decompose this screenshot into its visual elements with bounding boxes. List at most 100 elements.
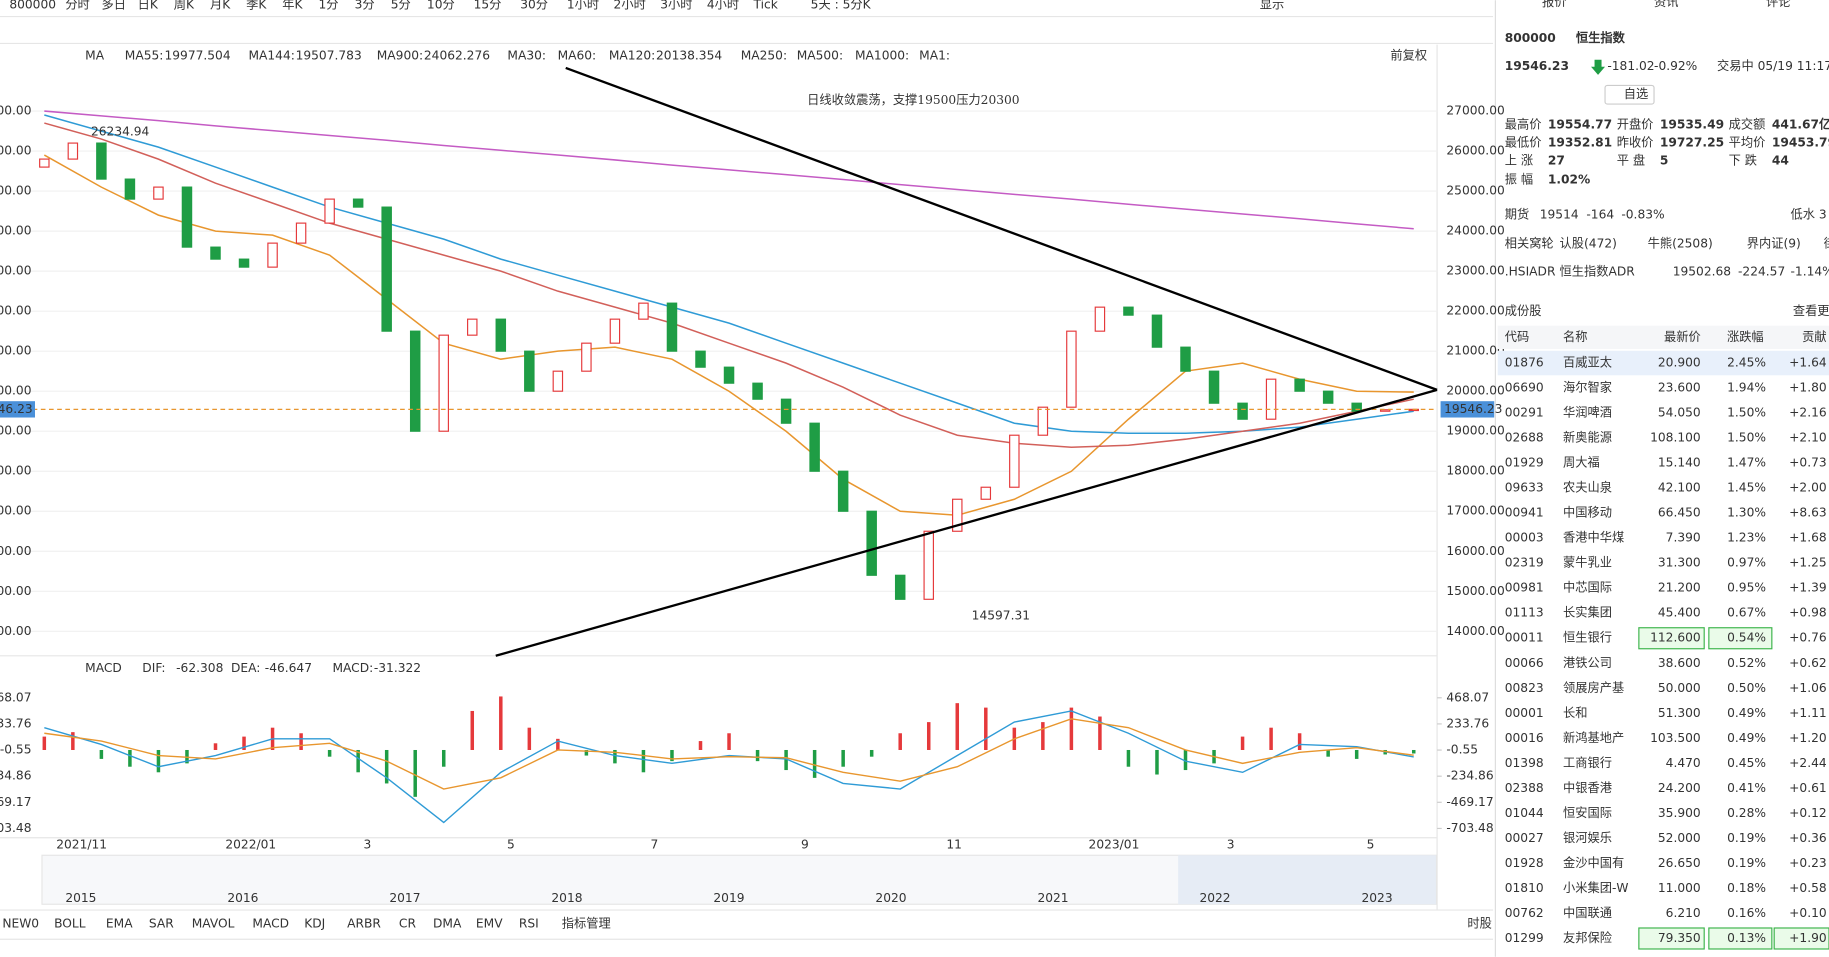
table-cell[interactable]: 农夫山泉 — [1563, 480, 1612, 495]
macd-bar — [470, 710, 475, 750]
table-cell[interactable]: 01929 — [1505, 456, 1544, 470]
table-cell[interactable]: 新鸿基地产 — [1563, 730, 1624, 745]
warrant-link[interactable]: 牛熊(2508) — [1648, 236, 1713, 251]
table-cell[interactable]: 01299 — [1505, 931, 1544, 945]
side-tab[interactable]: 资讯 — [1654, 0, 1678, 9]
period-tab[interactable]: 30分 — [520, 0, 548, 11]
table-cell[interactable]: 银河娱乐 — [1563, 831, 1612, 845]
period-tab[interactable]: 5天 : 5分K — [811, 0, 872, 11]
period-tab[interactable]: 1分 — [318, 0, 338, 11]
period-tab[interactable]: 2小时 — [614, 0, 646, 11]
table-cell[interactable]: 中芯国际 — [1563, 580, 1612, 595]
y-tick-label: 14000.00 — [1446, 624, 1504, 638]
table-cell[interactable]: 00027 — [1505, 831, 1544, 845]
table-cell[interactable]: 00291 — [1505, 406, 1544, 420]
table-cell: 103.500 — [1650, 731, 1701, 745]
side-tab[interactable]: 评论 — [1766, 0, 1790, 9]
table-cell[interactable]: 中银香港 — [1563, 780, 1612, 795]
table-cell[interactable]: 01398 — [1505, 756, 1544, 770]
period-tab[interactable]: 5分 — [391, 0, 411, 11]
table-cell[interactable]: 华润啤酒 — [1563, 405, 1612, 420]
indicator-tab[interactable]: MACD — [252, 917, 289, 931]
period-tab[interactable]: 日K — [138, 0, 159, 11]
indicator-tab[interactable]: RSI — [519, 917, 539, 931]
period-tab[interactable]: 1小时 — [567, 0, 599, 11]
table-cell[interactable]: 09633 — [1505, 481, 1544, 495]
table-cell[interactable]: 02388 — [1505, 781, 1544, 795]
period-tab[interactable]: 年K — [282, 0, 303, 11]
table-cell[interactable]: 长和 — [1563, 706, 1587, 720]
period-tab[interactable]: 周K — [174, 0, 195, 11]
indicator-tab[interactable]: 指标管理 — [562, 916, 611, 931]
watch-button-label[interactable]: 自选 — [1624, 87, 1648, 101]
table-cell[interactable]: 金沙中国有 — [1563, 855, 1624, 870]
table-cell[interactable]: 蒙牛乳业 — [1563, 555, 1612, 570]
watch-button[interactable] — [1604, 84, 1655, 105]
table-cell[interactable]: 友邦保险 — [1563, 930, 1612, 945]
table-cell[interactable]: 海尔智家 — [1563, 380, 1612, 395]
indicator-tab[interactable]: CR — [399, 917, 417, 931]
indicator-tab[interactable]: BOLL — [54, 917, 86, 931]
table-cell: 112.600 — [1650, 631, 1701, 645]
period-tab[interactable]: Tick — [753, 0, 779, 11]
warrant-link[interactable]: 界内证(9) — [1747, 237, 1801, 251]
table-cell[interactable]: 中国移动 — [1563, 505, 1612, 520]
period-tab[interactable]: 10分 — [427, 0, 455, 11]
table-cell[interactable]: 01876 — [1505, 356, 1544, 370]
indicator-tab[interactable]: MAVOL — [192, 917, 235, 931]
display-menu[interactable]: 显示 — [1260, 0, 1284, 11]
table-cell[interactable]: 周大福 — [1563, 455, 1600, 470]
period-tab[interactable]: 3分 — [355, 0, 375, 11]
table-cell[interactable]: 恒安国际 — [1563, 805, 1612, 820]
table-cell[interactable]: 01928 — [1505, 856, 1544, 870]
table-cell[interactable]: 香港中华煤 — [1563, 530, 1624, 545]
period-tab[interactable]: 分时 — [65, 0, 89, 11]
indicator-tab[interactable]: NEW0 — [2, 917, 39, 931]
indicator-tab[interactable]: DMA — [433, 917, 462, 931]
table-cell[interactable]: 00016 — [1505, 731, 1544, 745]
period-tab[interactable]: 季K — [246, 0, 267, 11]
stat-label: 平 盘 — [1617, 153, 1645, 168]
indicator-tab[interactable]: KDJ — [304, 917, 325, 931]
table-cell[interactable]: 06690 — [1505, 381, 1544, 395]
indicator-tab[interactable]: SAR — [149, 917, 174, 931]
period-tab[interactable]: 多日 — [101, 0, 125, 11]
table-cell[interactable]: 00003 — [1505, 531, 1544, 545]
warrant-link[interactable]: 街货分析 — [1824, 236, 1829, 251]
table-cell[interactable]: 01113 — [1505, 606, 1544, 620]
period-tab[interactable]: 3小时 — [660, 0, 692, 11]
table-cell[interactable]: 00981 — [1505, 581, 1544, 595]
table-cell[interactable]: 小米集团-W — [1563, 880, 1628, 895]
period-tab[interactable]: 月K — [210, 0, 231, 11]
table-cell[interactable]: 工商银行 — [1563, 755, 1612, 770]
table-cell[interactable]: 00823 — [1505, 681, 1544, 695]
table-cell[interactable]: 02319 — [1505, 556, 1544, 570]
warrant-link[interactable]: 认股(472) — [1560, 237, 1617, 251]
table-cell[interactable]: 百威亚太 — [1563, 355, 1612, 370]
indicator-tab[interactable]: EMA — [106, 917, 133, 931]
table-cell[interactable]: 00011 — [1505, 631, 1544, 645]
table-cell[interactable]: 中国联通 — [1563, 905, 1612, 920]
indicator-right[interactable]: 时股 — [1467, 917, 1491, 931]
navigator-window[interactable] — [1178, 855, 1436, 905]
indicator-tab[interactable]: ARBR — [347, 917, 381, 931]
candle — [438, 334, 449, 432]
table-cell[interactable]: 长实集团 — [1563, 605, 1612, 620]
period-tab[interactable]: 4小时 — [707, 0, 739, 11]
table-cell[interactable]: 01044 — [1505, 806, 1544, 820]
table-cell[interactable]: 00066 — [1505, 656, 1544, 670]
table-cell[interactable]: 领展房产基 — [1563, 680, 1624, 695]
table-cell[interactable]: 01810 — [1505, 881, 1544, 895]
table-cell[interactable]: 00001 — [1505, 706, 1544, 720]
table-cell[interactable]: 00762 — [1505, 906, 1544, 920]
table-cell[interactable]: 港铁公司 — [1563, 656, 1612, 670]
indicator-tab[interactable]: EMV — [476, 917, 503, 931]
table-cell[interactable]: 02688 — [1505, 431, 1544, 445]
constituents-more[interactable]: 查看更多 — [1793, 304, 1829, 318]
table-cell[interactable]: 新奥能源 — [1563, 430, 1612, 445]
table-cell[interactable]: 恒生银行 — [1563, 631, 1612, 645]
period-tab[interactable]: 15分 — [474, 0, 502, 11]
side-tab[interactable]: 报价 — [1542, 0, 1566, 9]
adjust-label[interactable]: 前复权 — [1390, 48, 1427, 63]
table-cell[interactable]: 00941 — [1505, 506, 1544, 520]
